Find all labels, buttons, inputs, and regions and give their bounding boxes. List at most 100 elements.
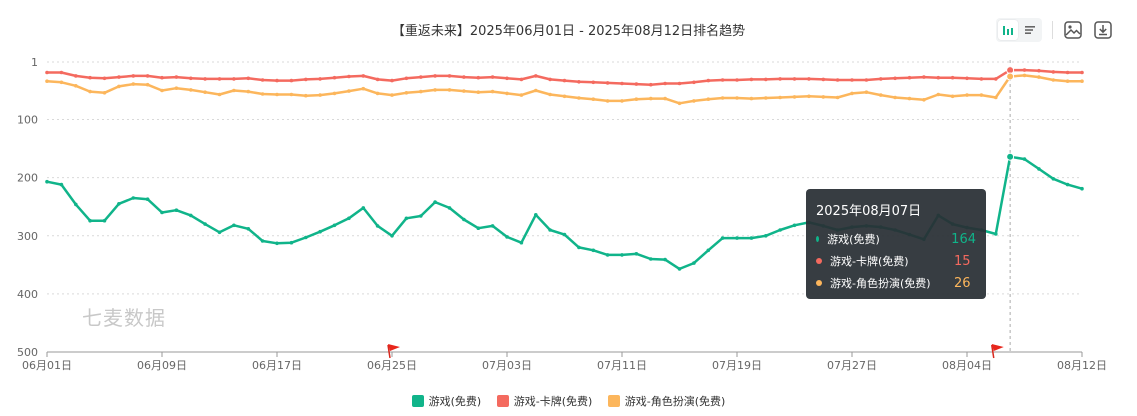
series-point	[1080, 70, 1084, 75]
series-point	[649, 82, 653, 87]
series-point	[462, 89, 466, 93]
series-point	[1051, 78, 1056, 82]
series-point	[778, 228, 782, 232]
series-point	[332, 91, 337, 96]
series-point	[605, 253, 610, 257]
series-point	[59, 182, 64, 187]
series-point	[706, 248, 711, 253]
series-point	[1065, 79, 1070, 83]
y-tick-label: 500	[17, 346, 38, 359]
series-point	[433, 200, 437, 204]
series-point	[1051, 177, 1056, 181]
tooltip-row: 游戏-卡牌(免费) 15	[816, 250, 976, 272]
y-tick-label: 100	[17, 114, 38, 127]
series-point	[534, 88, 538, 93]
x-tick-label: 08月04日	[942, 359, 992, 372]
series-point	[735, 78, 739, 82]
series-point	[404, 76, 409, 81]
legend-swatch	[411, 395, 424, 407]
series-point	[965, 76, 969, 81]
series-point	[174, 86, 179, 90]
series-point	[88, 218, 92, 223]
flag-pole	[387, 344, 391, 359]
series-point	[720, 236, 725, 240]
series-point	[289, 240, 294, 245]
highlight-point	[1006, 72, 1015, 81]
series-point	[620, 99, 624, 103]
download-icon[interactable]	[1093, 20, 1113, 40]
series-point	[174, 75, 179, 79]
x-tick-label: 07月19日	[712, 359, 762, 372]
series-point	[102, 76, 107, 81]
series-point	[706, 78, 711, 83]
series-point	[692, 80, 696, 85]
series-point	[605, 81, 610, 85]
tooltip-series-value: 15	[954, 253, 971, 269]
series-point	[950, 94, 955, 99]
legend-label: 游戏-卡牌(免费)	[513, 395, 593, 408]
series-point	[476, 75, 481, 80]
series-point	[232, 77, 236, 81]
x-tick-label: 07月27日	[827, 359, 877, 372]
bar-chart-icon[interactable]	[998, 20, 1018, 40]
series-point	[490, 224, 495, 228]
series-point	[361, 86, 366, 91]
series-point	[663, 96, 667, 101]
series-dot-icon	[816, 280, 822, 286]
series-point	[88, 75, 92, 80]
series-point	[260, 92, 265, 96]
series-point	[749, 96, 754, 101]
image-icon[interactable]	[1063, 20, 1083, 40]
x-tick-label: 07月11日	[597, 359, 647, 372]
series-point	[850, 91, 854, 96]
series-point	[835, 78, 840, 82]
series-point	[88, 89, 92, 94]
series-point	[217, 230, 222, 235]
series-point	[203, 77, 207, 81]
series-point	[419, 214, 423, 218]
series-point	[649, 96, 653, 101]
series-point	[318, 93, 322, 97]
series-point	[706, 97, 711, 101]
highlight-point	[1006, 152, 1015, 161]
list-icon[interactable]	[1020, 20, 1040, 40]
series-point	[735, 96, 739, 100]
legend-item-card[interactable]: 游戏-卡牌(免费)	[496, 393, 593, 409]
series-point	[1051, 70, 1056, 74]
series-point	[375, 224, 380, 228]
series-point	[965, 93, 969, 97]
series-point	[864, 78, 869, 82]
series-point	[145, 82, 150, 87]
series-point	[117, 84, 121, 89]
series-point	[548, 77, 552, 82]
flag-icon	[388, 344, 400, 351]
x-tick-label: 08月12日	[1057, 359, 1107, 372]
series-point	[519, 240, 524, 245]
legend-item-rpg[interactable]: 游戏-角色扮演(免费)	[607, 393, 725, 409]
legend-item-games[interactable]: 游戏(免费)	[411, 393, 481, 409]
series-point	[605, 99, 610, 103]
x-tick-label: 06月17日	[252, 359, 302, 372]
series-point	[131, 196, 136, 200]
series-point	[390, 78, 394, 83]
series-point	[764, 96, 768, 100]
series-point	[433, 88, 437, 92]
series-point	[1022, 68, 1027, 72]
series-point	[1065, 70, 1070, 75]
x-tick-label: 07月03日	[482, 359, 532, 372]
y-tick-label: 200	[17, 172, 38, 185]
series-point	[519, 93, 524, 97]
series-point	[476, 226, 481, 230]
series-point	[792, 95, 797, 99]
series-point	[807, 94, 811, 99]
series-point	[45, 70, 49, 75]
series-point	[778, 77, 782, 81]
series-point	[634, 252, 639, 256]
series-point	[59, 80, 64, 85]
series-point	[232, 223, 236, 228]
series-point	[749, 236, 754, 240]
tooltip-row: 游戏-角色扮演(免费) 26	[816, 272, 976, 294]
series-point	[347, 74, 351, 79]
hover-tooltip: 2025年08月07日 游戏(免费) 164 游戏-卡牌(免费) 15 游戏-角…	[806, 189, 986, 299]
